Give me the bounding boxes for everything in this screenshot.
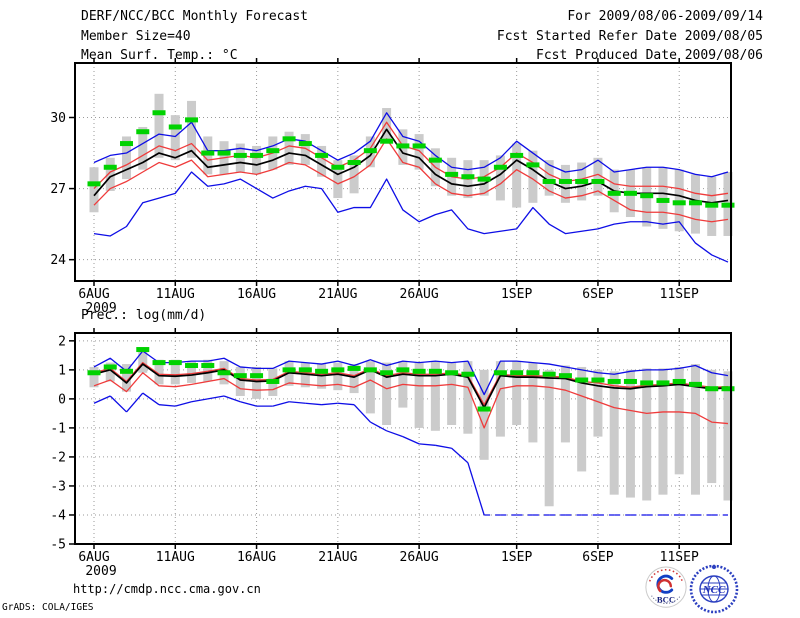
precipitation-chart-ytick-label: -1: [50, 421, 66, 436]
grads-credit: GrADS: COLA/IGES: [2, 602, 94, 613]
temperature-chart-xtick-label: 26AUG: [400, 287, 439, 302]
temperature-chart-ytick-label: 30: [50, 111, 66, 126]
precipitation-chart-xtick-label: 26AUG: [400, 550, 439, 565]
ensemble-mean-line: [93, 363, 729, 409]
precipitation-chart-ytick-label: -4: [50, 508, 66, 523]
precipitation-chart-xtick-label: 16AUG: [237, 550, 276, 565]
precipitation-chart-title: Prec.: log(mm/d): [81, 308, 207, 323]
observation-dashes: [87, 110, 735, 208]
ensemble-min-line: [93, 392, 728, 516]
precipitation-chart-ytick-label: -2: [50, 450, 66, 465]
precipitation-chart-ytick-label: 2: [58, 334, 66, 349]
temperature-chart-xtick-label: 1SEP: [501, 287, 532, 302]
valid-range-label: For 2009/08/06-2009/09/14: [567, 9, 763, 24]
ensemble-min-line: [93, 171, 729, 263]
lower-quartile-line: [93, 138, 729, 223]
precipitation-chart-xtick-year: 2009: [85, 564, 116, 579]
bcc-logo-top-text-arc: [648, 569, 684, 582]
precipitation-chart-xtick-label: 1SEP: [501, 550, 532, 565]
upper-quartile-line: [93, 121, 729, 197]
temperature-chart-xtick-label: 6SEP: [582, 287, 613, 302]
temperature-chart-frame: [74, 62, 732, 282]
precipitation-chart-xtick-label: 21AUG: [318, 550, 357, 565]
temperature-chart-xtick-label: 6AUG: [78, 287, 109, 302]
temperature-chart-xtick-label: 21AUG: [318, 287, 357, 302]
bcc-logo-bottom-text-arc: [651, 595, 681, 604]
precipitation-chart-xtick-label: 11AUG: [156, 550, 195, 565]
ncc-logo: NCC: [689, 564, 739, 614]
ncc-logo-label: NCC: [702, 584, 726, 596]
member-size-label: Member Size=40: [81, 29, 191, 44]
precipitation-chart-frame: [74, 332, 732, 545]
temperature-chart-xtick-label: 11SEP: [660, 287, 699, 302]
bcc-logo-ring: [645, 566, 687, 608]
precipitation-chart-xtick-label: 11SEP: [660, 550, 699, 565]
bcc-logo-red-swirl: [657, 578, 673, 593]
refer-date-label: Fcst Started Refer Date 2009/08/05: [496, 29, 763, 44]
temperature-chart-xtick-label: 11AUG: [156, 287, 195, 302]
lower-quartile-line: [93, 372, 729, 429]
precipitation-chart-ytick-label: -3: [50, 479, 66, 494]
precipitation-chart-xtick-label: 6SEP: [582, 550, 613, 565]
upper-quartile-line: [93, 361, 729, 406]
temperature-chart-title: Mean Surf. Temp.: °C: [81, 48, 238, 63]
temperature-chart-ytick-label: 27: [50, 182, 66, 197]
ensemble-max-line: [93, 112, 729, 178]
precipitation-chart-xtick-label: 6AUG: [78, 550, 109, 565]
website-url: http://cmdp.ncc.cma.gov.cn: [73, 582, 261, 596]
ensemble-max-line: [93, 350, 729, 396]
precipitation-chart-ytick-label: -5: [50, 538, 66, 553]
produced-date-label: Fcst Produced Date 2009/08/06: [536, 48, 763, 63]
precipitation-chart-ytick-label: 1: [58, 363, 66, 378]
temperature-chart-xtick-label: 16AUG: [237, 287, 276, 302]
bcc-logo: BCC: [645, 566, 687, 608]
temperature-chart-ytick-label: 24: [50, 253, 66, 268]
bcc-logo-label: BCC: [657, 594, 675, 604]
ensemble-mean-line: [93, 128, 729, 204]
observation-dashes: [87, 347, 735, 412]
precipitation-chart-spread-bars: [89, 348, 733, 507]
temperature-chart-xtick-year: 2009: [85, 301, 116, 316]
precipitation-chart-ytick-label: 0: [58, 392, 66, 407]
page-title: DERF/NCC/BCC Monthly Forecast: [81, 9, 308, 24]
ncc-logo-crest: [712, 565, 716, 569]
